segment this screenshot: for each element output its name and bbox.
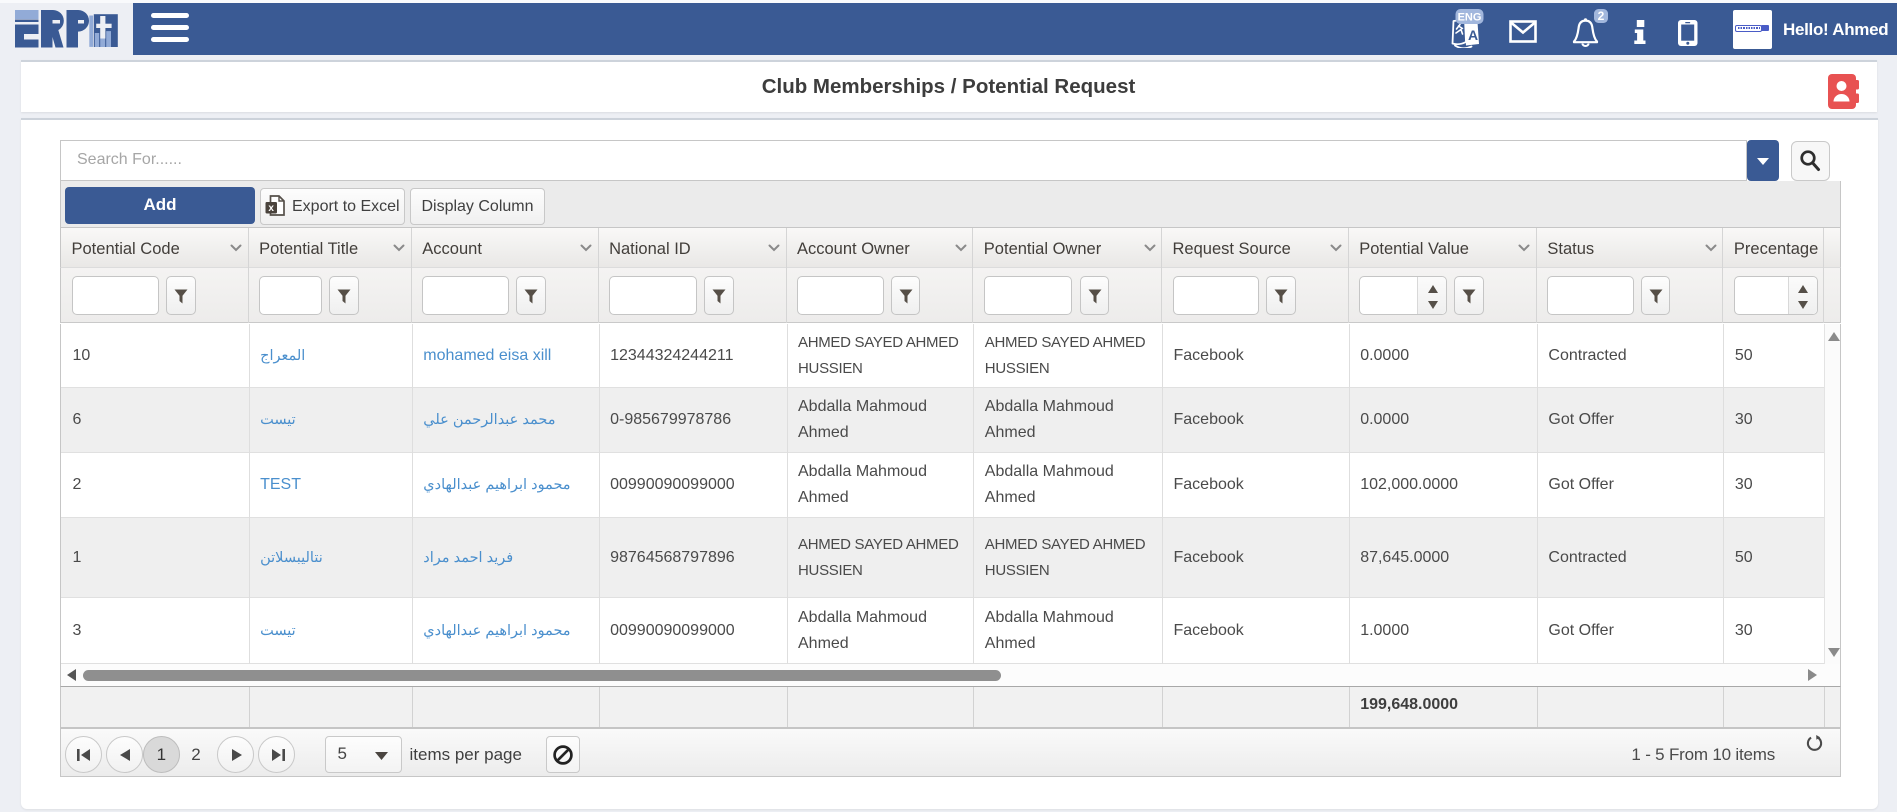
svg-text:x: x: [268, 203, 274, 214]
svg-text:ENG: ENG: [1458, 12, 1482, 24]
svg-text:A: A: [1468, 27, 1478, 43]
